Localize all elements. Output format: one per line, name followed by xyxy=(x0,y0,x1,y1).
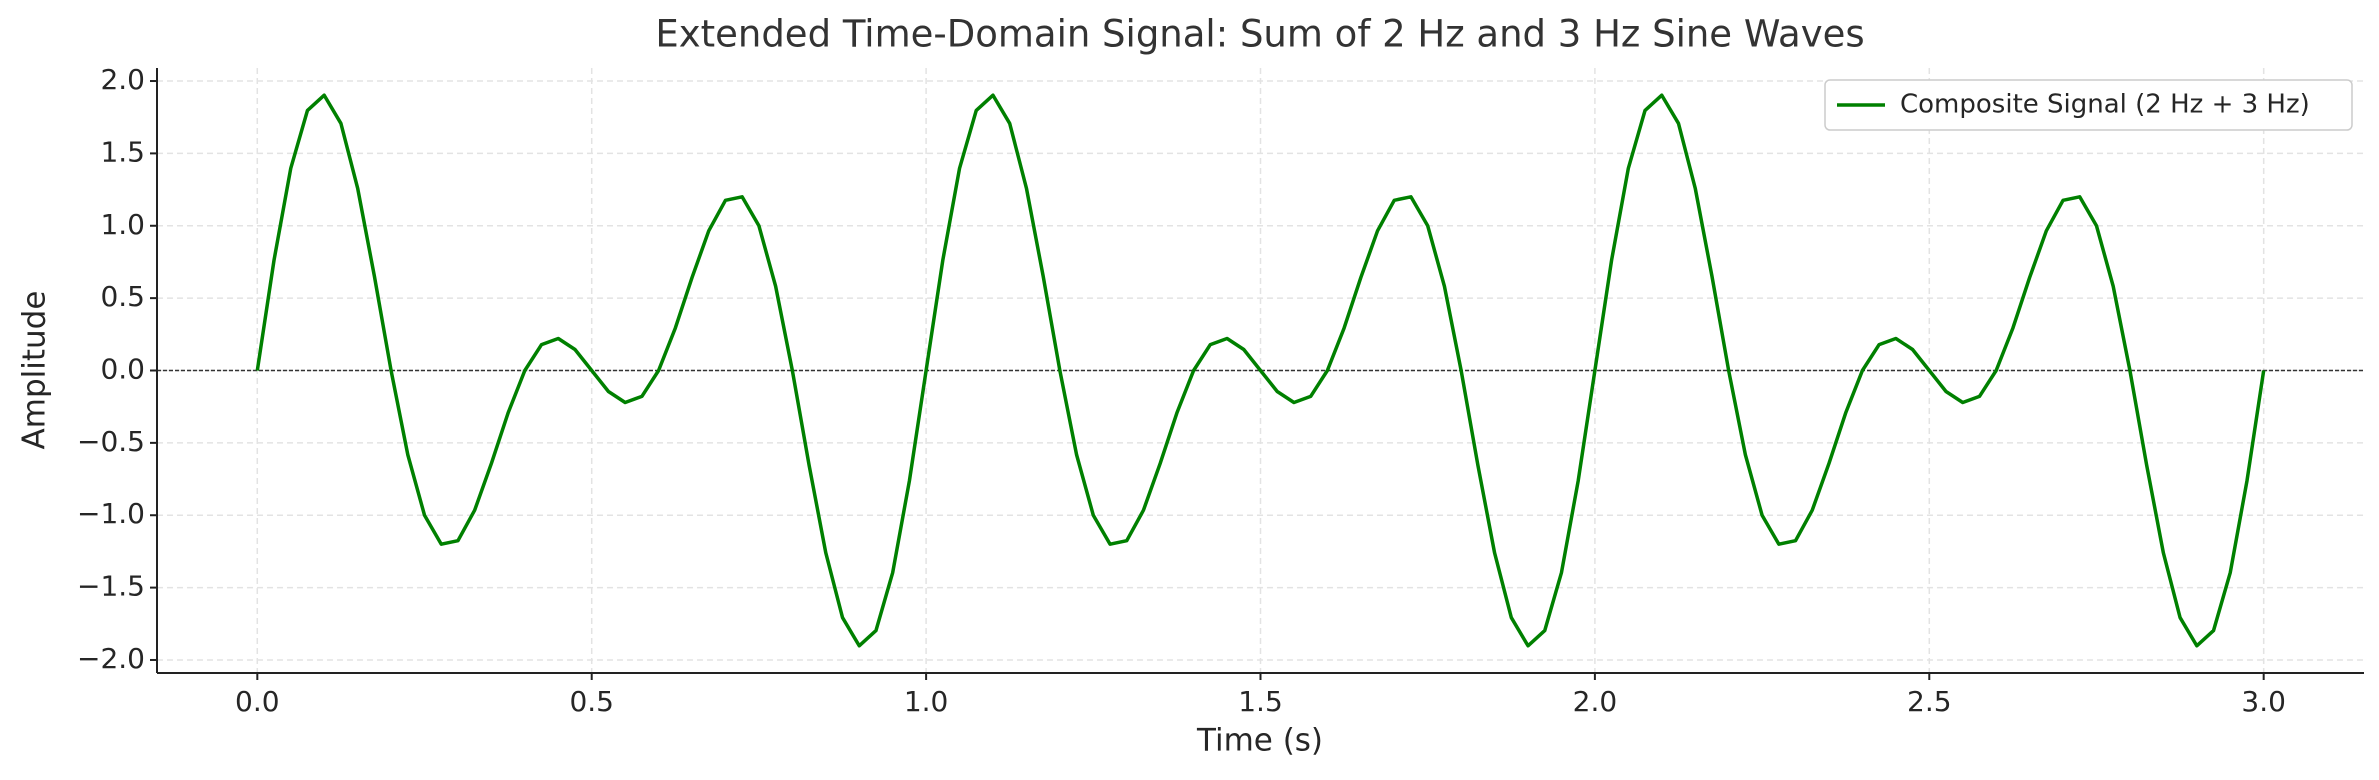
y-tick-label: −1.5 xyxy=(77,570,145,603)
x-tick-label: 1.0 xyxy=(904,685,949,718)
chart-title: Extended Time-Domain Signal: Sum of 2 Hz… xyxy=(655,13,1864,56)
x-axis-label: Time (s) xyxy=(1196,723,1323,759)
x-tick-label: 2.0 xyxy=(1573,685,1618,718)
y-tick-label: −0.5 xyxy=(77,425,145,458)
legend-box xyxy=(1824,79,2353,131)
y-tick-label: 1.5 xyxy=(100,135,145,168)
legend-label: Composite Signal (2 Hz + 3 Hz) xyxy=(1900,90,2310,120)
y-tick-label: 0.0 xyxy=(100,353,145,386)
y-tick-label: 1.0 xyxy=(100,208,145,241)
x-tick-label: 0.0 xyxy=(235,685,280,718)
x-tick-label: 1.5 xyxy=(1238,685,1283,718)
x-tick-label: 3.0 xyxy=(2241,685,2286,718)
signal-line xyxy=(255,93,2266,648)
y-axis-label: Amplitude xyxy=(17,291,53,450)
y-tick-label: −1.0 xyxy=(77,497,145,530)
x-tick-label: 0.5 xyxy=(569,685,614,718)
y-tick-label: 0.5 xyxy=(100,280,145,313)
x-tick-label: 2.5 xyxy=(1907,685,1952,718)
y-tick-label: −2.0 xyxy=(77,642,145,675)
y-tick-label: 2.0 xyxy=(100,63,145,96)
